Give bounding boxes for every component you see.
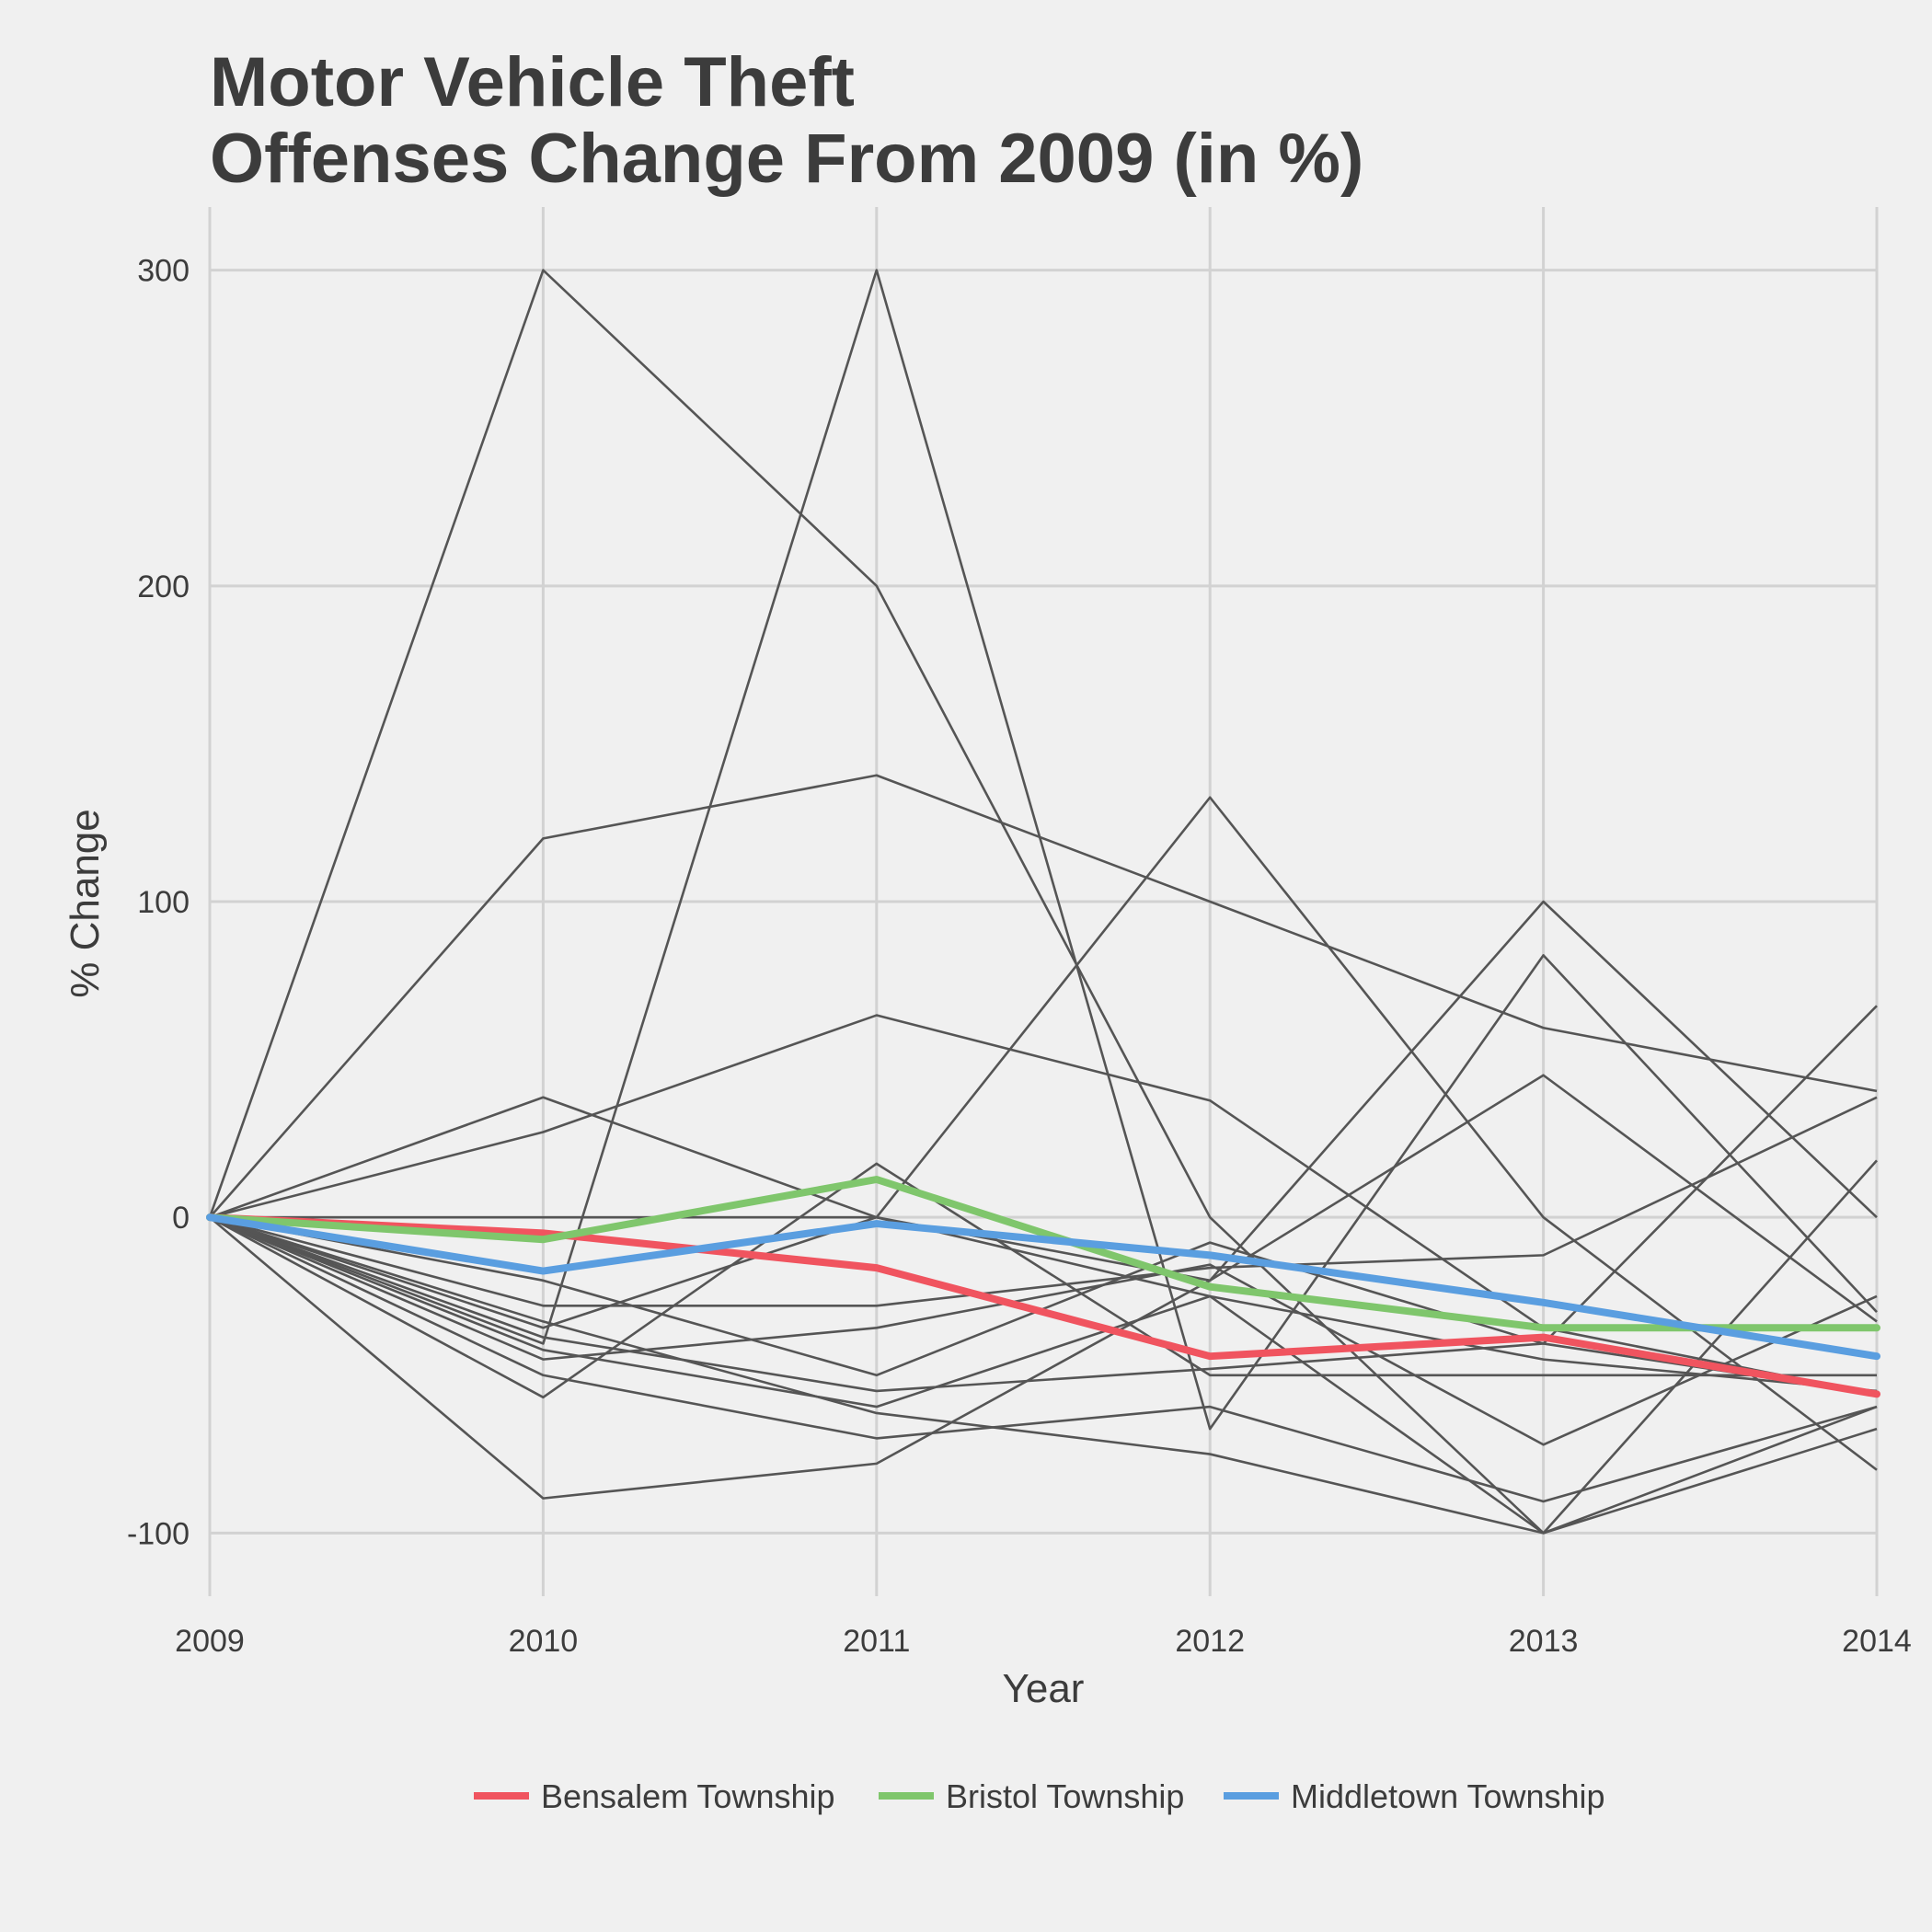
x-tick-label: 2013 [1509,1624,1579,1659]
y-axis-ticks: -100 0 100 200 300 [127,254,190,1552]
series-line [209,796,1878,1471]
x-tick-label: 2012 [1175,1624,1245,1659]
y-axis-title: % Change [63,809,108,997]
legend-label: Bristol Township [946,1777,1184,1815]
y-tick-label: 0 [172,1201,190,1236]
series-line [208,269,1878,1535]
chart-title-line-1: Motor Vehicle Theft [210,43,855,121]
y-tick-label: 200 [137,569,190,604]
chart-title-line-2: Offenses Change From 2009 (in %) [210,120,1363,198]
series-line [209,900,1878,1282]
series-line [209,1005,1878,1393]
y-tick-label: 300 [137,254,190,289]
series-line [209,1215,1878,1446]
y-tick-label: 100 [137,885,190,920]
highlighted-series-group [206,1176,1880,1398]
legend: Bensalem Township Bristol Township Middlet… [474,1777,1605,1815]
series-line [210,1215,1878,1535]
series-line [209,774,1878,1219]
legend-label: Bensalem Township [541,1777,835,1815]
series-line [209,1215,1878,1409]
background-series-group [208,269,1878,1535]
highlighted-series-line [206,1176,1880,1332]
series-line [209,1074,1878,1500]
highlighted-series-line [206,1213,1880,1398]
highlighted-series-line [206,1213,1880,1361]
x-tick-label: 2011 [843,1624,910,1659]
series-line [209,1162,1877,1399]
x-tick-label: 2009 [175,1624,245,1659]
series-line [209,1096,1878,1307]
series-line [209,269,1878,1431]
x-axis-title: Year [1003,1666,1085,1711]
series-line [209,1159,1878,1535]
x-tick-label: 2010 [509,1624,579,1659]
series-line [209,1014,1878,1396]
y-tick-label: -100 [127,1516,190,1551]
series-line [209,1216,1878,1503]
x-axis-ticks: 2009 2010 2011 2012 2013 2014 [175,1624,1912,1659]
legend-label: Middletown Township [1291,1777,1605,1815]
x-tick-label: 2014 [1842,1624,1912,1659]
